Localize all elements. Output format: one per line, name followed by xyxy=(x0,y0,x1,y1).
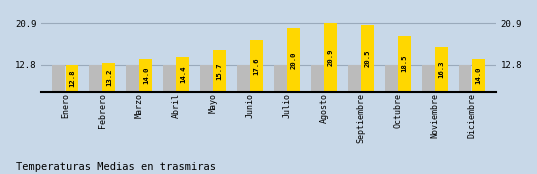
Bar xyxy=(384,65,397,92)
Bar xyxy=(311,65,324,92)
Bar xyxy=(472,59,485,92)
Bar xyxy=(213,50,226,92)
Text: 14.0: 14.0 xyxy=(475,66,481,84)
Bar xyxy=(422,65,434,92)
Bar xyxy=(163,65,176,92)
Text: 12.8: 12.8 xyxy=(69,70,75,87)
Bar xyxy=(324,23,337,92)
Text: 20.0: 20.0 xyxy=(291,51,296,69)
Text: 17.6: 17.6 xyxy=(253,57,260,75)
Bar xyxy=(361,25,374,92)
Bar xyxy=(89,65,102,92)
Bar xyxy=(459,65,471,92)
Bar xyxy=(237,65,250,92)
Bar xyxy=(126,65,139,92)
Bar xyxy=(435,47,448,92)
Bar xyxy=(348,65,361,92)
Text: 16.3: 16.3 xyxy=(438,61,444,78)
Text: 14.0: 14.0 xyxy=(143,66,149,84)
Text: 14.4: 14.4 xyxy=(180,65,186,83)
Bar xyxy=(250,40,263,92)
Text: 20.5: 20.5 xyxy=(365,50,371,67)
Bar xyxy=(103,63,115,92)
Bar xyxy=(274,65,287,92)
Bar xyxy=(52,65,65,92)
Text: 18.5: 18.5 xyxy=(402,55,408,73)
Bar xyxy=(140,59,153,92)
Bar xyxy=(287,28,300,92)
Text: 20.9: 20.9 xyxy=(328,49,333,66)
Bar xyxy=(176,57,189,92)
Bar xyxy=(398,35,411,92)
Text: 13.2: 13.2 xyxy=(106,69,112,86)
Bar xyxy=(200,65,213,92)
Text: 15.7: 15.7 xyxy=(217,62,223,80)
Bar xyxy=(66,65,78,92)
Text: Temperaturas Medias en trasmiras: Temperaturas Medias en trasmiras xyxy=(16,162,216,172)
